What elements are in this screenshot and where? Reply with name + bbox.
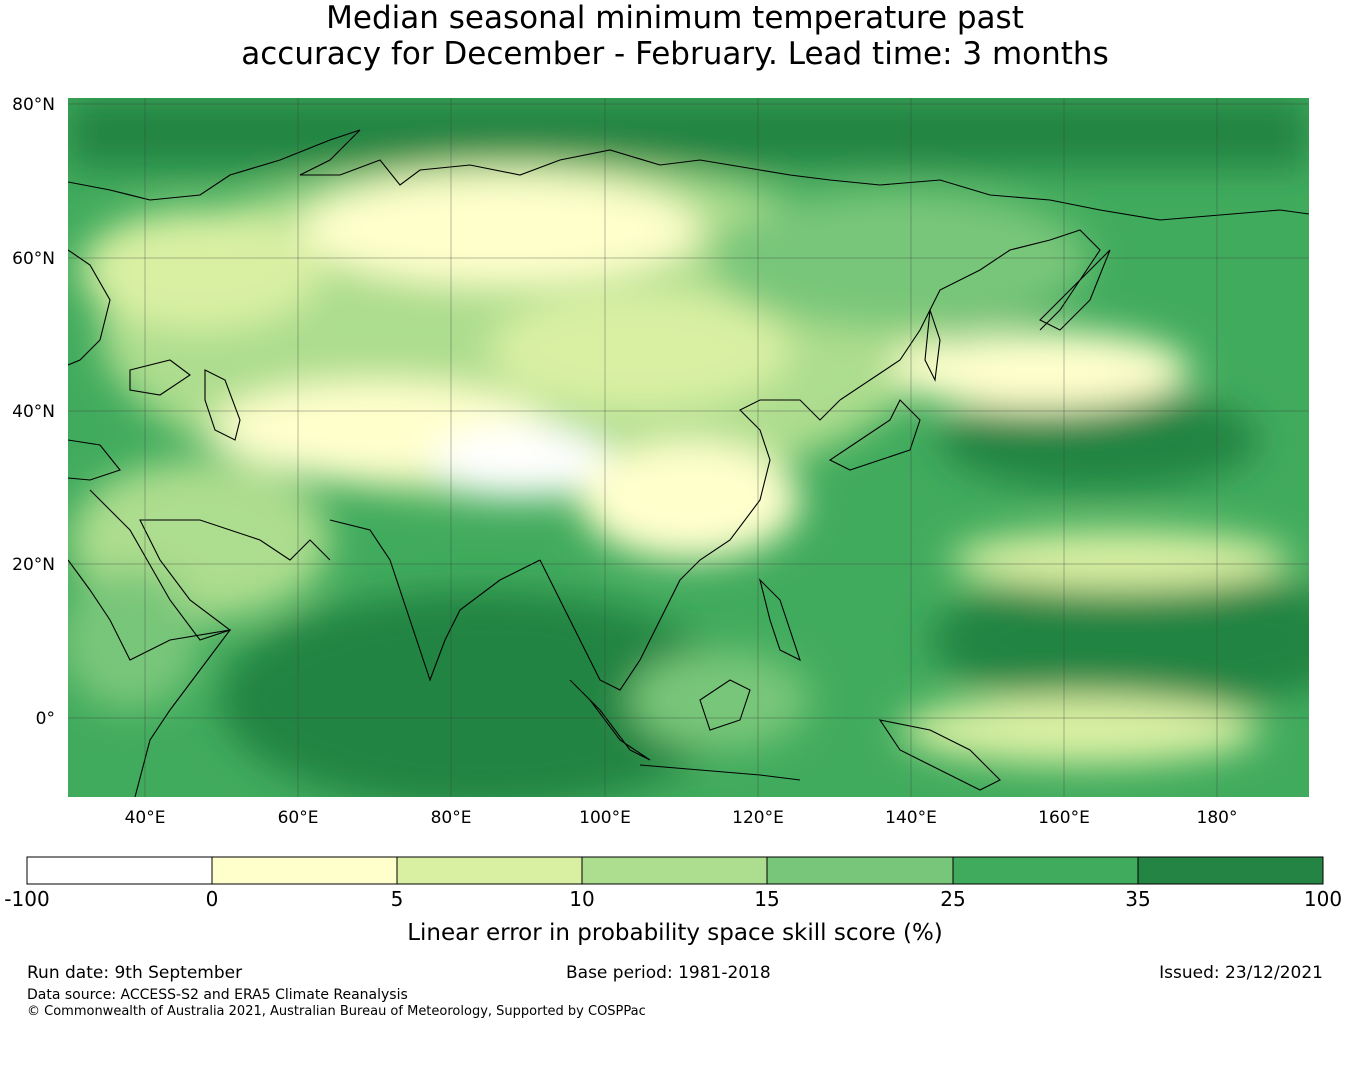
skill-field — [68, 98, 1309, 797]
lon-label-80e: 80°E — [431, 808, 472, 828]
lon-label-140e: 140°E — [885, 808, 937, 828]
colorbar-frame — [26, 856, 1324, 885]
coastline-new-guinea — [878, 719, 1001, 791]
colorbar-tick-10: 10 — [569, 887, 594, 911]
colorbar-label: Linear error in probability space skill … — [407, 920, 943, 946]
coastline-se-asia — [539, 399, 841, 691]
colorbar-bin-15-25 — [767, 857, 953, 884]
coastline-sumatra-java — [569, 679, 801, 781]
longitude-labels: 40°E 60°E 80°E 100°E 120°E 140°E 160°E 1… — [125, 808, 1238, 828]
colorbar-tick-neg100: -100 — [4, 887, 49, 911]
mongolia-mid — [490, 290, 790, 410]
chart-title: Median seasonal minimum temperature past… — [0, 0, 1350, 72]
coastline-arctic-europe — [68, 129, 1309, 221]
china-low — [580, 440, 800, 560]
gridlines — [68, 98, 1309, 797]
coastline-mediterranean-middle-east — [68, 439, 331, 641]
map-area — [68, 98, 1309, 797]
coastline-india — [329, 519, 541, 682]
colorbar-bin-0-5 — [212, 857, 397, 884]
png-low — [900, 695, 1260, 765]
indian-ocean-high — [220, 590, 740, 797]
coastline-west-europe — [68, 249, 111, 366]
coastline-africa-east — [68, 559, 232, 797]
data-source: Data source: ACCESS-S2 and ERA5 Climate … — [27, 987, 408, 1003]
colorbar-tick-5: 5 — [391, 887, 404, 911]
coastline-philippines — [758, 578, 801, 662]
lon-label-100e: 100°E — [579, 808, 631, 828]
coastline-japan — [828, 399, 921, 471]
coastline-sakhalin-kamchatka — [924, 249, 1111, 382]
lon-label-120e: 120°E — [732, 808, 784, 828]
tropical-pacific-high — [930, 570, 1309, 710]
colorbar: -100 0 5 10 15 25 35 100 Linear error in… — [4, 856, 1342, 946]
colorbar-bin-10-15 — [582, 857, 767, 884]
maritime-mid — [630, 650, 810, 750]
colorbar-tick-15: 15 — [754, 887, 779, 911]
coastlines — [68, 129, 1309, 797]
coastline-borneo — [699, 679, 751, 731]
north-pacific-low — [890, 330, 1190, 410]
copyright-notice: © Commonwealth of Australia 2021, Austra… — [27, 1004, 646, 1019]
pacific-high — [940, 390, 1260, 490]
colorbar-bin-25-35 — [953, 857, 1138, 884]
colorbar-bin-5-10 — [397, 857, 582, 884]
colorbar-bin-35-100 — [1138, 857, 1323, 884]
lat-label-40: 40°N — [12, 402, 55, 422]
lon-label-180: 180° — [1197, 808, 1238, 828]
latitude-labels: 80°N 60°N 40°N 20°N 0° — [12, 95, 55, 729]
colorbar-tick-0: 0 — [206, 887, 219, 911]
run-date: Run date: 9th September — [27, 963, 243, 983]
colorbar-tick-100: 100 — [1304, 887, 1342, 911]
lon-label-160e: 160°E — [1038, 808, 1090, 828]
central-pacific-low — [950, 530, 1290, 590]
lon-label-40e: 40°E — [125, 808, 166, 828]
lon-label-60e: 60°E — [278, 808, 319, 828]
west-russia-low — [80, 210, 320, 330]
title-line-1: Median seasonal minimum temperature past — [326, 0, 1024, 36]
lat-label-60: 60°N — [12, 249, 55, 269]
tibet-low — [430, 425, 610, 495]
base-period: Base period: 1981-2018 — [566, 963, 771, 983]
issued-date: Issued: 23/12/2021 — [1159, 963, 1323, 983]
east-siberia-mid — [710, 190, 1090, 330]
colorbar-tick-25: 25 — [940, 887, 965, 911]
lat-label-20: 20°N — [12, 555, 55, 575]
lat-label-0: 0° — [36, 709, 55, 729]
title-line-2: accuracy for December - February. Lead t… — [241, 36, 1109, 72]
africa-horn-mid — [68, 570, 200, 710]
siberia-low — [300, 175, 700, 285]
coastline-east-asia — [839, 229, 1101, 401]
arctic-band — [68, 98, 1309, 168]
colorbar-bin-neg100-0 — [27, 857, 212, 884]
coastline-black-caspian — [129, 359, 241, 441]
colorbar-tick-35: 35 — [1125, 887, 1150, 911]
lat-label-80: 80°N — [12, 95, 55, 115]
